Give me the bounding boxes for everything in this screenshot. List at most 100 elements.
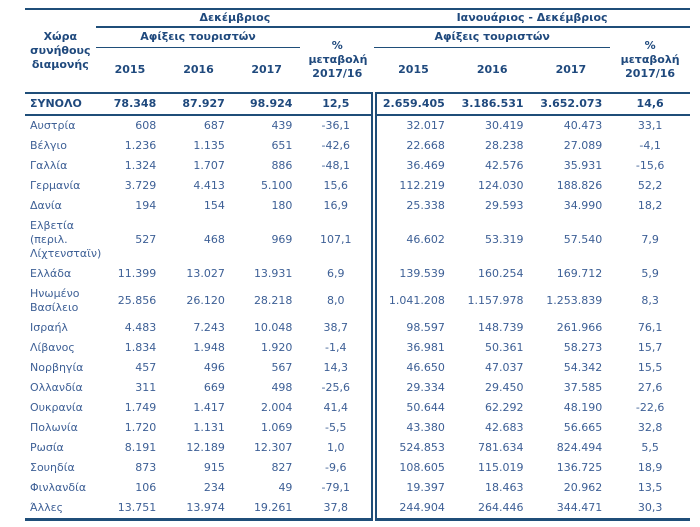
- arrivals-value: 1.834: [124, 341, 157, 354]
- country-label: Δανία: [30, 199, 62, 212]
- arrivals-header-row: Αφίξεις τουριστών % μεταβολή 2017/16 Αφί…: [25, 27, 690, 94]
- row-header-country: Χώρα συνήθους διαμονής: [25, 9, 96, 94]
- arrivals-value: 58.273: [563, 341, 603, 354]
- country-label: Ηνωμένο Βασίλειο: [30, 287, 80, 314]
- arrivals-value: 148.739: [478, 321, 524, 334]
- arrivals-value: 2.659.405: [371, 92, 453, 116]
- year-2017-january-december: 2017: [531, 47, 611, 94]
- arrivals-value: 781.634: [478, 441, 524, 454]
- arrivals-value: 264.446: [452, 498, 532, 521]
- table-row: Ισραήλ 4.483 7.243 10.048 38,7 98.597 148.739 2…: [25, 318, 690, 338]
- arrivals-value: 496: [203, 361, 225, 374]
- arrivals-value: 46.602: [371, 216, 453, 264]
- arrivals-value: 28.238: [485, 139, 524, 152]
- table-row: Ελλάδα 11.399 13.027 13.931 6,9 139.539 160.25…: [25, 264, 690, 284]
- pct-change-value: 13,5: [637, 481, 663, 494]
- arrivals-value: 46.650: [371, 358, 453, 378]
- arrivals-value: 1.324: [124, 159, 157, 172]
- pct-change-value: 32,8: [637, 421, 663, 434]
- pct-change-value: 107,1: [320, 233, 352, 246]
- arrivals-value: 7.243: [193, 321, 225, 334]
- table-row: Ρωσία 8.191 12.189 12.307 1,0 524.853 781.634 8…: [25, 438, 690, 458]
- table-row: Ηνωμένο Βασίλειο 25.856 26.120 28.218 8,0 1.0…: [25, 284, 690, 318]
- country-label: Άλλες: [25, 498, 96, 521]
- arrivals-value: 457: [135, 361, 157, 374]
- table-header: Χώρα συνήθους διαμονής Δεκέμβριος Ιανουά…: [25, 9, 690, 94]
- arrivals-value: 98.924: [232, 92, 301, 116]
- year-2016-january-december: 2016: [452, 47, 532, 94]
- arrivals-value: 54.342: [563, 361, 603, 374]
- pct-change-value: -15,6: [635, 159, 665, 172]
- arrivals-value: 498: [271, 381, 293, 394]
- pct-change-value: -25,6: [321, 381, 351, 394]
- country-label: Φινλανδία: [30, 481, 87, 494]
- arrivals-value: 1.135: [193, 139, 225, 152]
- arrivals-value: 18.463: [485, 481, 524, 494]
- table-row: Ολλανδία 311 669 498 -25,6 29.334 29.450 37.585…: [25, 378, 690, 398]
- arrivals-value: 687: [203, 119, 225, 132]
- pct-change-value: 76,1: [637, 321, 663, 334]
- arrivals-value: 1.236: [124, 139, 157, 152]
- arrivals-value: 20.962: [563, 481, 603, 494]
- arrivals-value: 136.725: [556, 461, 603, 474]
- arrivals-value: 42.576: [485, 159, 524, 172]
- pct-change-value: 1,0: [327, 441, 345, 454]
- period-header-row: Χώρα συνήθους διαμονής Δεκέμβριος Ιανουά…: [25, 9, 690, 94]
- arrivals-label-december: Αφίξεις τουριστών: [95, 27, 301, 48]
- arrivals-value: 42.683: [485, 421, 524, 434]
- arrivals-value: 139.539: [371, 264, 453, 284]
- arrivals-value: 824.494: [556, 441, 603, 454]
- table-row: Άλλες 13.751 13.974 19.261 37,8 244.904 264.44…: [25, 498, 690, 521]
- arrivals-value: 439: [271, 119, 293, 132]
- country-label: Λίβανος: [30, 341, 75, 354]
- country-label: Ολλανδία: [30, 381, 83, 394]
- arrivals-value: 244.904: [371, 498, 453, 521]
- arrivals-value: 12.189: [186, 441, 225, 454]
- country-label: Ελβετία (περιλ. Λίχτενσταϊν): [30, 219, 102, 260]
- arrivals-value: 29.593: [485, 199, 524, 212]
- arrivals-value: 10.048: [253, 321, 293, 334]
- arrivals-value: 1.920: [260, 341, 293, 354]
- arrivals-value: 2.004: [260, 401, 293, 414]
- arrivals-value: 43.380: [371, 418, 453, 438]
- table-row: Αυστρία 608 687 439 -36,1 32.017 30.419 40.473 3…: [25, 115, 690, 136]
- table-body: ΣΥΝΟΛΟ 78.348 87.927 98.924 12,5 2.659.405 3.1…: [25, 92, 690, 521]
- country-label: Πολωνία: [30, 421, 78, 434]
- arrivals-value: 115.019: [478, 461, 524, 474]
- arrivals-value: 468: [203, 233, 225, 246]
- arrivals-value: 36.469: [371, 156, 453, 176]
- pct-change-value: 8,3: [641, 294, 659, 307]
- pct-change-value: -4,1: [639, 139, 661, 152]
- arrivals-value: 49: [278, 481, 293, 494]
- country-label: Αυστρία: [30, 119, 76, 132]
- country-label: Γερμανία: [30, 179, 81, 192]
- arrivals-value: 13.974: [164, 498, 233, 521]
- country-label: Βέλγιο: [30, 139, 67, 152]
- country-label: Ουκρανία: [30, 401, 83, 414]
- arrivals-value: 35.931: [563, 159, 603, 172]
- arrivals-value: 194: [135, 199, 157, 212]
- arrivals-value: 3.186.531: [452, 92, 532, 116]
- arrivals-value: 827: [271, 461, 293, 474]
- pct-change-value: 5,5: [641, 441, 659, 454]
- pct-change-value: 30,3: [610, 498, 690, 521]
- arrivals-value: 29.334: [371, 378, 453, 398]
- arrivals-value: 344.471: [531, 498, 611, 521]
- arrivals-value: 261.966: [556, 321, 603, 334]
- year-2017-december: 2017: [232, 47, 301, 94]
- pct-change-value: 5,9: [641, 267, 659, 280]
- arrivals-value: 12.307: [253, 441, 293, 454]
- arrivals-value: 3.729: [124, 179, 157, 192]
- arrivals-value: 1.749: [124, 401, 157, 414]
- arrivals-value: 25.856: [117, 294, 157, 307]
- arrivals-value: 36.981: [371, 338, 453, 358]
- period-december-header: Δεκέμβριος: [95, 9, 375, 28]
- arrivals-value: 4.483: [124, 321, 157, 334]
- arrivals-value: 160.254: [478, 267, 524, 280]
- arrivals-value: 22.668: [371, 136, 453, 156]
- pct-change-value: 14,3: [323, 361, 349, 374]
- arrivals-value: 1.707: [193, 159, 225, 172]
- arrivals-value: 62.292: [485, 401, 524, 414]
- pct-change-value: 15,5: [637, 361, 663, 374]
